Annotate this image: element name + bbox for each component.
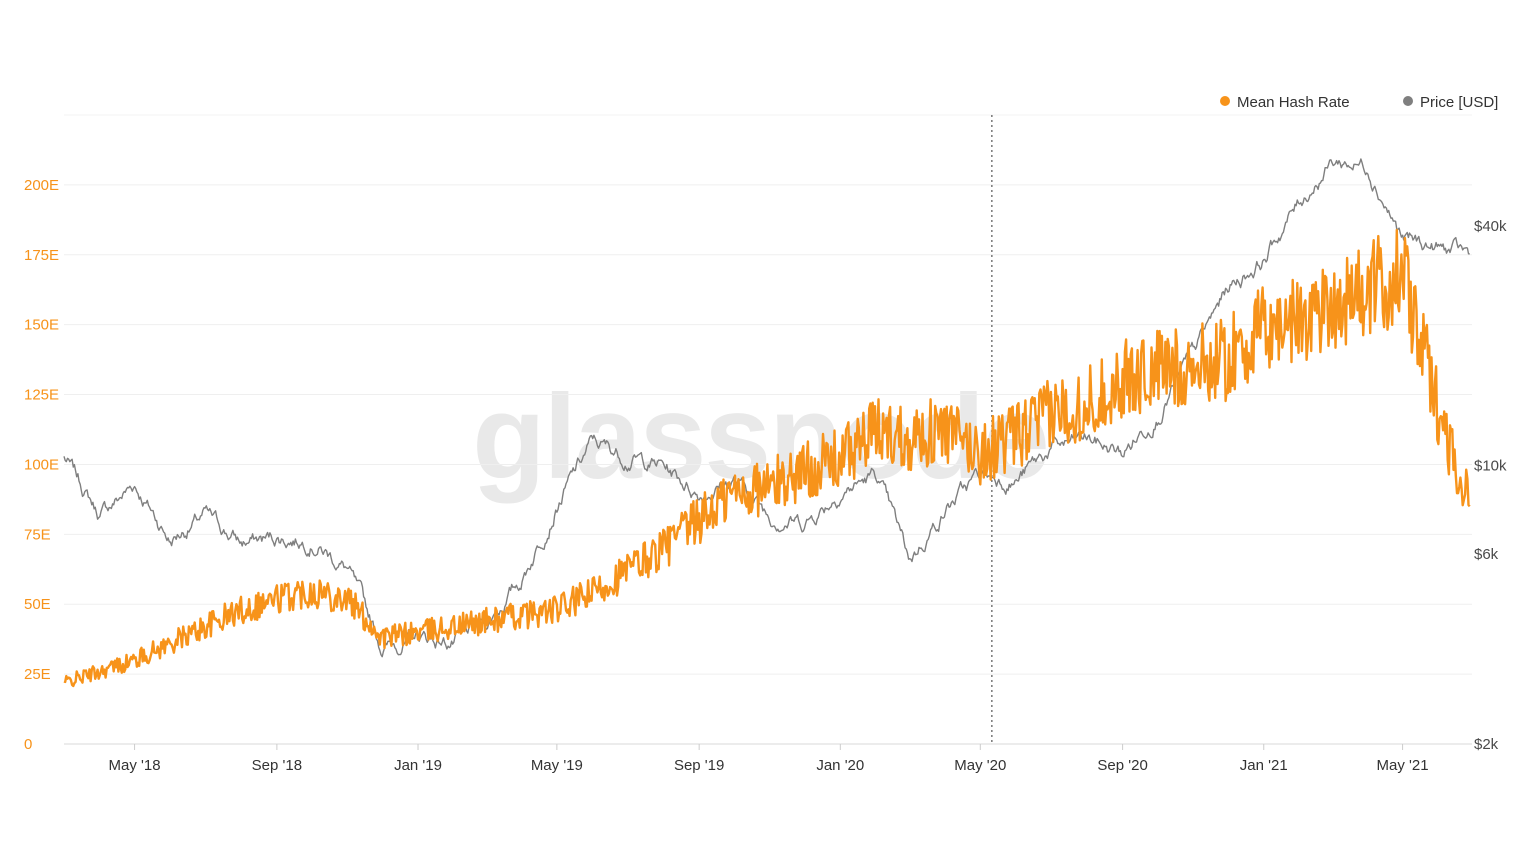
left-tick-label: 175E [24,247,59,264]
right-tick-label: $10k [1474,458,1507,475]
x-tick-label: Jan '21 [1240,757,1288,774]
x-tick-label: May '20 [954,757,1006,774]
x-tick-label: Sep '20 [1097,757,1147,774]
right-tick-label: $2k [1474,736,1499,753]
price-series [63,158,1470,658]
gridlines [64,114,1472,745]
x-axis: May '18 Sep '18 Jan '19 May '19 Sep '19 Jan '… [109,744,1429,774]
legend-marker [1220,96,1230,106]
left-tick-label: 125E [24,387,59,404]
right-tick-label: $40k [1474,218,1507,235]
left-tick-label: 50E [24,596,51,613]
hash-rate-line [63,228,1471,688]
x-tick-label: Sep '18 [252,757,302,774]
left-tick-label: 150E [24,317,59,334]
right-axis: $2k $6k $10k $40k [1474,218,1507,753]
legend-marker [1403,96,1413,106]
right-tick-label: $6k [1474,546,1499,563]
price-line [63,158,1470,658]
x-tick-label: May '18 [109,757,161,774]
left-tick-label: 100E [24,456,59,473]
x-tick-label: Jan '20 [816,757,864,774]
x-tick-label: Jan '19 [394,757,442,774]
left-axis: 0 25E 50E 75E 100E 125E 150E 175E 200E [24,177,59,753]
left-tick-label: 25E [24,666,51,683]
left-tick-label: 200E [24,177,59,194]
x-tick-label: May '21 [1377,757,1429,774]
x-tick-label: May '19 [531,757,583,774]
legend-label: Mean Hash Rate [1237,94,1350,111]
hash-rate-series [63,228,1471,688]
legend-label: Price [USD] [1420,94,1498,111]
x-tick-label: Sep '19 [674,757,724,774]
left-tick-label: 75E [24,526,51,543]
left-tick-label: 0 [24,736,32,753]
legend: Mean Hash Rate Price [USD] [1220,94,1498,111]
